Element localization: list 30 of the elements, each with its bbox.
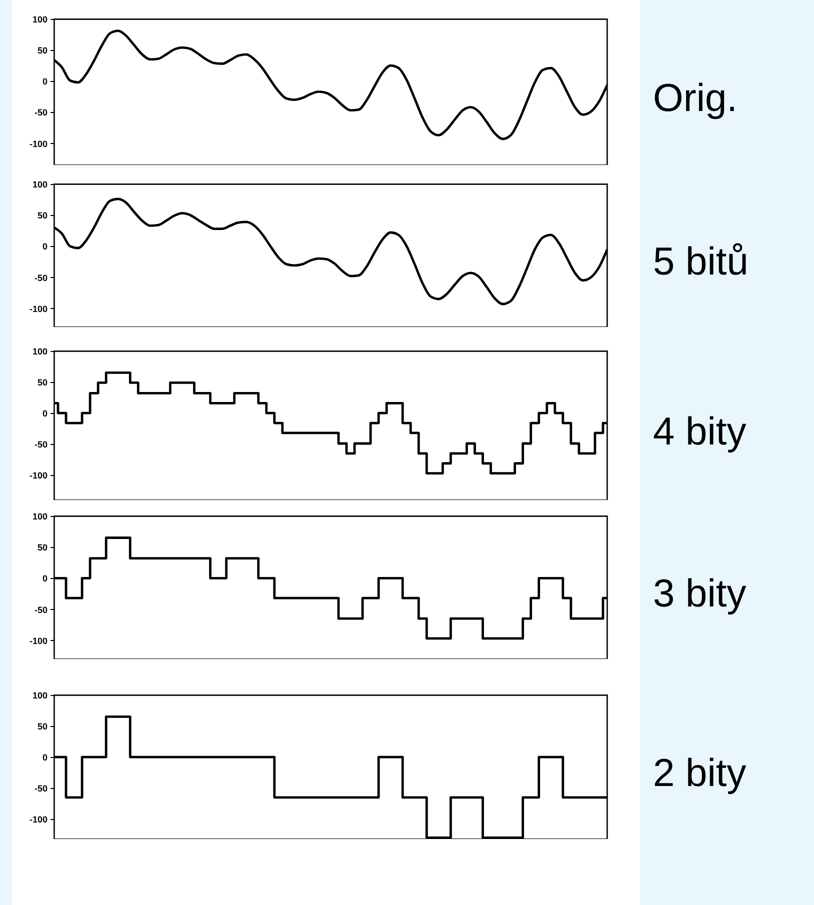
text: 5 bitů (653, 240, 748, 284)
y-tick-label: 50 (37, 46, 48, 56)
y-tick-label: -100 (29, 138, 48, 149)
y-tick-label: -100 (29, 814, 48, 825)
y-tick-label: 0 (42, 574, 48, 584)
y-tick-label: -50 (34, 108, 48, 118)
y-tick-label: 50 (37, 722, 48, 732)
y-tick-label: 0 (42, 242, 48, 252)
text: 3 bity (653, 572, 747, 616)
y-tick-label: -50 (34, 440, 48, 450)
y-tick-label: 0 (42, 408, 48, 419)
text: 2 bity (653, 752, 747, 795)
y-tick-label: 100 (32, 512, 48, 522)
text: Orig. (653, 77, 738, 120)
y-tick-label: 100 (32, 14, 48, 24)
y-tick-label: -50 (34, 784, 48, 794)
y-tick-label: 100 (32, 180, 48, 190)
y-tick-label: 50 (37, 542, 48, 553)
y-tick-label: -100 (29, 470, 48, 481)
y-tick-label: -50 (34, 604, 48, 615)
y-tick-label: -100 (29, 304, 48, 314)
y-tick-label: 0 (42, 752, 48, 763)
y-tick-label: 100 (32, 690, 48, 700)
y-tick-label: -50 (34, 272, 48, 283)
y-tick-label: 0 (42, 76, 48, 87)
text: 4 bity (653, 410, 747, 454)
y-tick-label: -100 (29, 636, 48, 646)
y-tick-label: 50 (37, 378, 48, 388)
y-tick-label: 50 (37, 210, 48, 221)
y-tick-label: 100 (32, 346, 48, 356)
